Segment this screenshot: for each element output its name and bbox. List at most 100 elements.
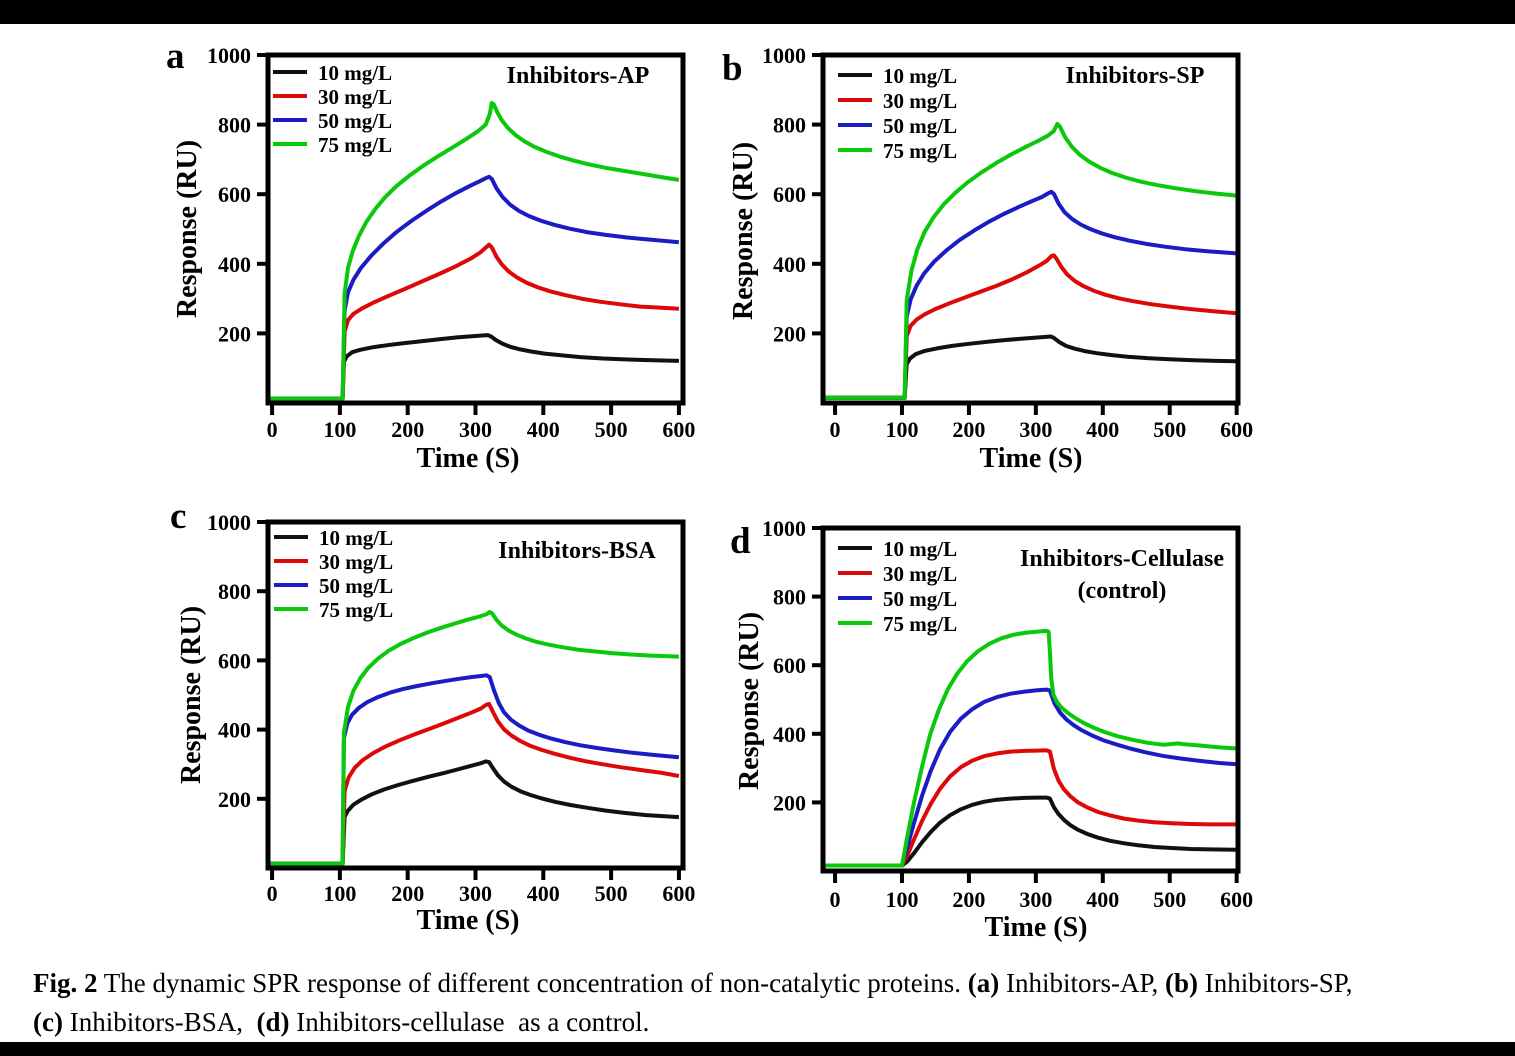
x-tick-label: 200	[391, 417, 424, 442]
y-tick-label: 400	[773, 252, 806, 277]
caption-segment: (c)	[33, 1007, 63, 1037]
x-tick-label: 600	[662, 417, 695, 442]
series-line-10-mg-l	[268, 759, 680, 866]
series-line-30-mg-l	[823, 748, 1237, 868]
y-tick-label: 600	[218, 648, 251, 673]
legend-label: 75 mg/L	[319, 598, 393, 622]
x-tick-label: 500	[595, 881, 628, 906]
y-tick-label: 600	[218, 182, 251, 207]
series-line-30-mg-l	[823, 253, 1237, 400]
y-tick-label: 1000	[762, 43, 806, 68]
caption-segment: The dynamic SPR response of different co…	[97, 968, 968, 998]
panel-a-ylabel: Response (RU)	[172, 139, 203, 319]
caption-segment: Inhibitors-SP,	[1198, 968, 1353, 998]
legend-label: 50 mg/L	[883, 114, 957, 138]
panel-a: 0 100 200 300 400 500 600 200 400 600 800 1000 10 mg…	[140, 28, 725, 498]
panel-c-ylabel: Response (RU)	[176, 605, 207, 785]
top-black-bar	[0, 0, 1515, 24]
x-tick-label: 500	[1153, 417, 1186, 442]
series-line-10-mg-l	[268, 333, 679, 401]
x-tick-label: 200	[391, 881, 424, 906]
legend-label: 75 mg/L	[318, 133, 392, 157]
panel-a-letter: a	[166, 36, 185, 77]
series-line-30-mg-l	[268, 702, 680, 866]
legend-label: 75 mg/L	[883, 139, 957, 163]
caption-segment: (a)	[967, 968, 1000, 998]
caption-segment: Inhibitors-BSA,	[62, 1007, 257, 1037]
panel-a-xlabel: Time (S)	[416, 443, 520, 474]
series-line-50-mg-l	[268, 673, 680, 866]
y-tick-label: 800	[773, 585, 806, 610]
panel-b-xlabel: Time (S)	[979, 443, 1083, 474]
series-line-30-mg-l	[268, 242, 680, 401]
y-tick-label: 200	[218, 787, 251, 812]
x-tick-label: 500	[595, 417, 628, 442]
caption-segment: (d)	[256, 1007, 290, 1037]
panel-c-plot: 0 100 200 300 400 500 600 200 400 600 800 1000 10 mg…	[207, 510, 695, 906]
panel-b-title: Inhibitors-SP	[1065, 63, 1205, 89]
plot-border	[265, 519, 686, 871]
panel-c-title: Inhibitors-BSA	[498, 538, 656, 564]
x-tick-label: 200	[952, 887, 985, 912]
plot-border	[265, 52, 686, 406]
x-tick-label: 300	[1019, 887, 1052, 912]
legend-label: 10 mg/L	[883, 64, 957, 88]
series-line-50-mg-l	[268, 174, 680, 401]
y-tick-label: 400	[218, 718, 251, 743]
x-tick-label: 300	[459, 417, 492, 442]
x-tick-label: 100	[323, 881, 356, 906]
legend-label: 30 mg/L	[883, 89, 957, 113]
x-tick-label: 400	[527, 881, 560, 906]
x-tick-label: 600	[1220, 417, 1253, 442]
legend-label: 30 mg/L	[883, 562, 957, 586]
y-tick-label: 1000	[207, 43, 251, 68]
y-tick-label: 600	[773, 653, 806, 678]
y-tick-label: 400	[773, 722, 806, 747]
panel-d-title: Inhibitors-Cellulase (control)	[1020, 543, 1224, 607]
y-tick-label: 200	[773, 321, 806, 346]
y-tick-label: 400	[218, 252, 251, 277]
panel-b-plot: 0 100 200 300 400 500 600 200 400 600 800 1000 10 mg…	[762, 43, 1253, 442]
y-tick-label: 600	[773, 182, 806, 207]
x-tick-label: 0	[830, 417, 841, 442]
x-tick-label: 200	[952, 417, 985, 442]
series-line-50-mg-l	[823, 687, 1237, 868]
panel-b-letter: b	[722, 48, 743, 89]
legend-label: 10 mg/L	[883, 537, 957, 561]
y-tick-label: 1000	[207, 510, 251, 535]
x-tick-label: 600	[662, 881, 695, 906]
y-tick-label: 1000	[762, 516, 806, 541]
series-line-75-mg-l	[268, 610, 679, 866]
legend-label: 10 mg/L	[318, 61, 392, 85]
legend-label: 75 mg/L	[883, 612, 957, 636]
x-tick-label: 400	[1086, 417, 1119, 442]
panel-a-plot: 0 100 200 300 400 500 600 200 400 600 800 1000 10 mg…	[207, 43, 695, 442]
panel-c: 0 100 200 300 400 500 600 200 400 600 800 1000 10 mg…	[140, 495, 725, 965]
panel-c-xlabel: Time (S)	[416, 905, 520, 936]
plot-border	[820, 52, 1241, 406]
legend-label: 10 mg/L	[319, 526, 393, 550]
y-tick-label: 800	[218, 579, 251, 604]
panel-c-letter: c	[170, 496, 187, 537]
caption-segment: (b)	[1165, 968, 1199, 998]
x-tick-label: 100	[885, 887, 918, 912]
panel-d-xlabel: Time (S)	[984, 912, 1088, 943]
y-tick-label: 800	[218, 113, 251, 138]
legend-label: 30 mg/L	[318, 85, 392, 109]
legend-label: 50 mg/L	[318, 109, 392, 133]
caption-segment: Inhibitors-AP,	[999, 968, 1166, 998]
x-tick-label: 300	[459, 881, 492, 906]
panel-b: 0 100 200 300 400 500 600 200 400 600 800 1000 10 mg…	[700, 28, 1285, 498]
caption-line-2: (c) Inhibitors-BSA, (d) Inhibitors-cellu…	[33, 1003, 1511, 1042]
series-line-75-mg-l	[823, 628, 1237, 868]
x-tick-label: 100	[323, 417, 356, 442]
y-tick-label: 800	[773, 113, 806, 138]
caption-line-1: Fig. 2 The dynamic SPR response of diffe…	[33, 964, 1511, 1003]
series-line-75-mg-l	[823, 121, 1237, 400]
panel-d-ylabel: Response (RU)	[734, 611, 765, 791]
panel-d-plot: 0 100 200 300 400 500 600 200 400 600 800 1000 10 mg…	[762, 516, 1253, 912]
caption-segment: Inhibitors-cellulase as a control.	[289, 1007, 650, 1037]
y-tick-label: 200	[773, 790, 806, 815]
x-tick-label: 100	[885, 417, 918, 442]
